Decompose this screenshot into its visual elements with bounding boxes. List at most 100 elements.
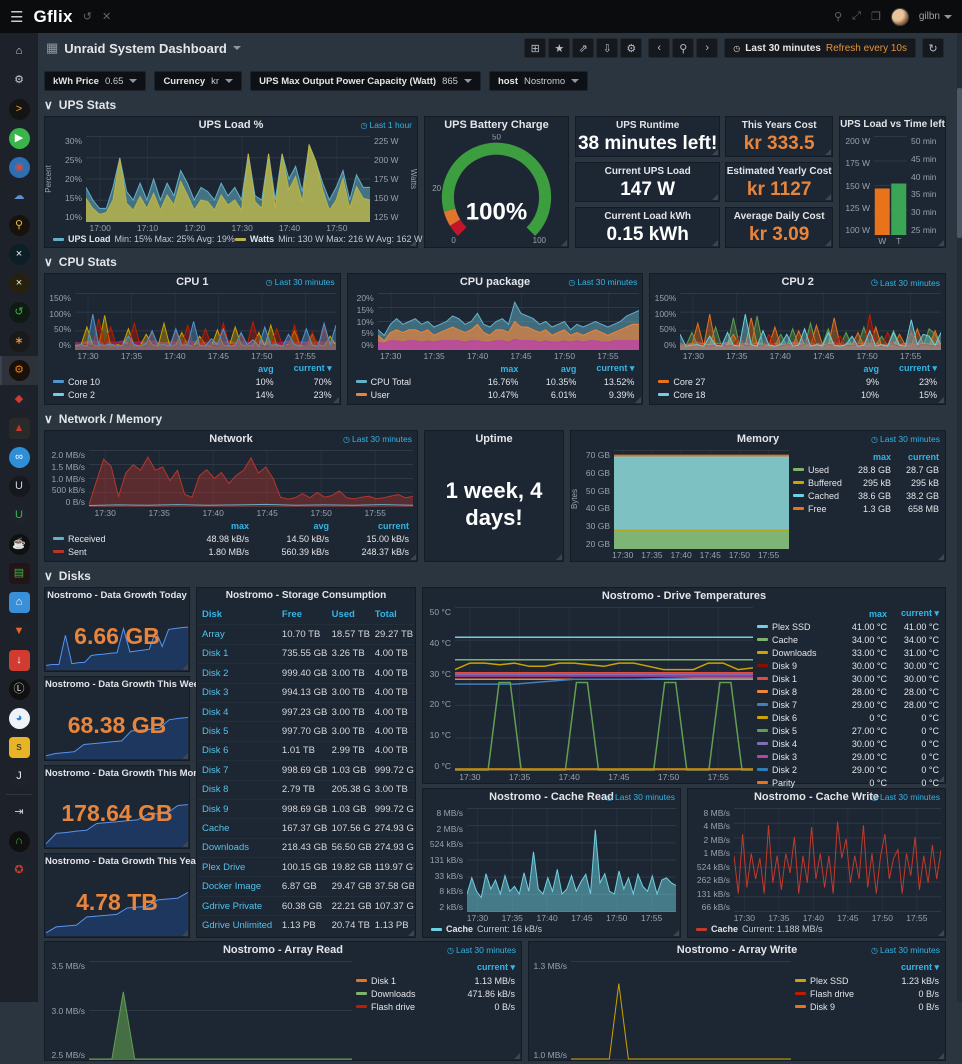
sidebar-app-11[interactable]: ∗ — [0, 327, 38, 356]
sidebar-app-13[interactable]: ◆ — [0, 385, 38, 414]
legend-sort-column[interactable]: current ▾ — [441, 962, 515, 973]
panel-title[interactable]: CPU 1 — [176, 276, 208, 288]
panel-title[interactable]: Nostromo - Data Growth This Year — [45, 856, 200, 867]
scrollbar-thumb[interactable] — [957, 88, 962, 238]
panel-title[interactable]: Nostromo - Array Read — [223, 944, 343, 956]
avatar[interactable] — [891, 8, 909, 26]
time-forward-button[interactable]: › — [696, 38, 718, 58]
variable-ups-max-output[interactable]: UPS Max Output Power Capacity (Watt) 865 — [250, 71, 481, 91]
chevron-down-icon[interactable] — [233, 46, 241, 50]
section-cpu-stats[interactable]: ∨ CPU Stats — [44, 254, 946, 270]
panel-time-badge[interactable]: ◷Last 30 minutes — [871, 277, 940, 288]
sidebar-app-1[interactable]: ⌂ — [0, 37, 38, 66]
panel-title[interactable]: Nostromo - Array Write — [677, 944, 797, 956]
legend-sort-column[interactable]: max — [169, 521, 249, 531]
panel-title[interactable]: CPU 2 — [781, 276, 813, 288]
panel-time-badge[interactable]: ◷Last 30 minutes — [871, 792, 940, 802]
column-header[interactable]: Free — [278, 609, 328, 620]
panel-title[interactable]: Nostromo - Data Growth Today — [47, 590, 187, 601]
panel-time-badge[interactable]: ◷Last 30 minutes — [447, 945, 516, 955]
menu-icon[interactable]: ☰ — [10, 8, 23, 26]
section-network-memory[interactable]: ∨ Network / Memory — [44, 411, 946, 427]
scrollbar[interactable] — [957, 33, 962, 1002]
legend-sort-column[interactable]: avg — [216, 364, 274, 374]
variable-kwh-price[interactable]: kWh Price 0.65 — [44, 71, 146, 91]
zoom-out-button[interactable]: ⚲ — [672, 38, 694, 58]
dashboard-title[interactable]: Unraid System Dashboard — [64, 41, 227, 56]
add-panel-button[interactable]: ⊞ — [524, 38, 546, 58]
panel-time-badge[interactable]: ◷Last 30 minutes — [606, 792, 675, 802]
sidebar-app-16[interactable]: U — [0, 472, 38, 501]
panel-title[interactable]: Network — [209, 433, 252, 445]
panel-title[interactable]: Nostromo - Cache Write — [754, 791, 879, 803]
fullscreen-icon[interactable]: ⤢ — [852, 10, 861, 23]
sidebar-app-15[interactable]: ∞ — [0, 443, 38, 472]
sidebar-app-14[interactable]: ▲ — [0, 414, 38, 443]
time-range-picker[interactable]: ◷ Last 30 minutes Refresh every 10s — [724, 38, 916, 58]
stat-title[interactable]: UPS Runtime — [616, 120, 679, 131]
panel-title[interactable]: Nostromo - Cache Read — [489, 791, 614, 803]
sidebar-app-26[interactable]: J — [0, 762, 38, 791]
share-button[interactable]: ⇗ — [572, 38, 594, 58]
legend-sort-column[interactable]: max — [460, 364, 518, 374]
variable-host[interactable]: host Nostromo — [489, 71, 588, 91]
legend-sort-column[interactable]: current — [329, 521, 409, 531]
section-disks[interactable]: ∨ Disks — [44, 568, 946, 584]
user-menu[interactable]: gilbn — [919, 11, 952, 22]
search-icon[interactable]: ⚲ — [834, 10, 842, 23]
sidebar-app-4[interactable]: ▶ — [0, 124, 38, 153]
panel-time-badge[interactable]: ◷Last 30 minutes — [343, 434, 412, 444]
sidebar-app-28[interactable]: ∩ — [0, 827, 38, 856]
legend-sort-column[interactable]: avg — [518, 364, 576, 374]
refresh-button[interactable]: ↻ — [922, 38, 944, 58]
sidebar-app-8[interactable]: × — [0, 240, 38, 269]
sidebar-app-9[interactable]: × — [0, 269, 38, 298]
sidebar-app-20[interactable]: ⌂ — [0, 588, 38, 617]
column-header[interactable]: Disk — [198, 609, 278, 620]
panel-title[interactable]: CPU package — [460, 276, 530, 288]
stat-title[interactable]: Average Daily Cost — [734, 211, 825, 222]
panel-time-badge[interactable]: ◷Last 30 minutes — [568, 277, 637, 287]
close-icon[interactable]: ✕ — [102, 10, 111, 23]
sidebar-app-21[interactable]: ▼ — [0, 617, 38, 646]
panel-title[interactable]: Uptime — [475, 433, 512, 445]
panel-time-badge[interactable]: ◷Last 30 minutes — [266, 277, 335, 287]
sidebar-app-18[interactable]: ☕ — [0, 530, 38, 559]
sidebar-app-10[interactable]: ↺ — [0, 298, 38, 327]
sidebar-app-17[interactable]: U — [0, 501, 38, 530]
sidebar-app-22[interactable]: ↓ — [0, 646, 38, 675]
panel-time-badge[interactable]: ◷Last 30 minutes — [871, 434, 940, 444]
legend-sort-column[interactable]: current ▾ — [879, 363, 937, 374]
sidebar-app-25[interactable]: s — [0, 733, 38, 762]
panel-time-badge[interactable]: ◷Last 30 minutes — [871, 945, 940, 955]
stat-title[interactable]: Current Load kWh — [604, 211, 691, 222]
panel-title[interactable]: Nostromo - Data Growth This Month — [45, 768, 208, 779]
sidebar-app-3[interactable]: > — [0, 95, 38, 124]
legend-sort-column[interactable]: current ▾ — [576, 363, 634, 374]
variable-currency[interactable]: Currency kr — [154, 71, 242, 91]
legend-sort-column[interactable]: max — [843, 452, 891, 462]
sidebar-app-12[interactable]: ⚙ — [0, 356, 38, 385]
column-header[interactable]: Total — [371, 609, 414, 620]
legend-sort-column[interactable]: current — [891, 452, 939, 462]
